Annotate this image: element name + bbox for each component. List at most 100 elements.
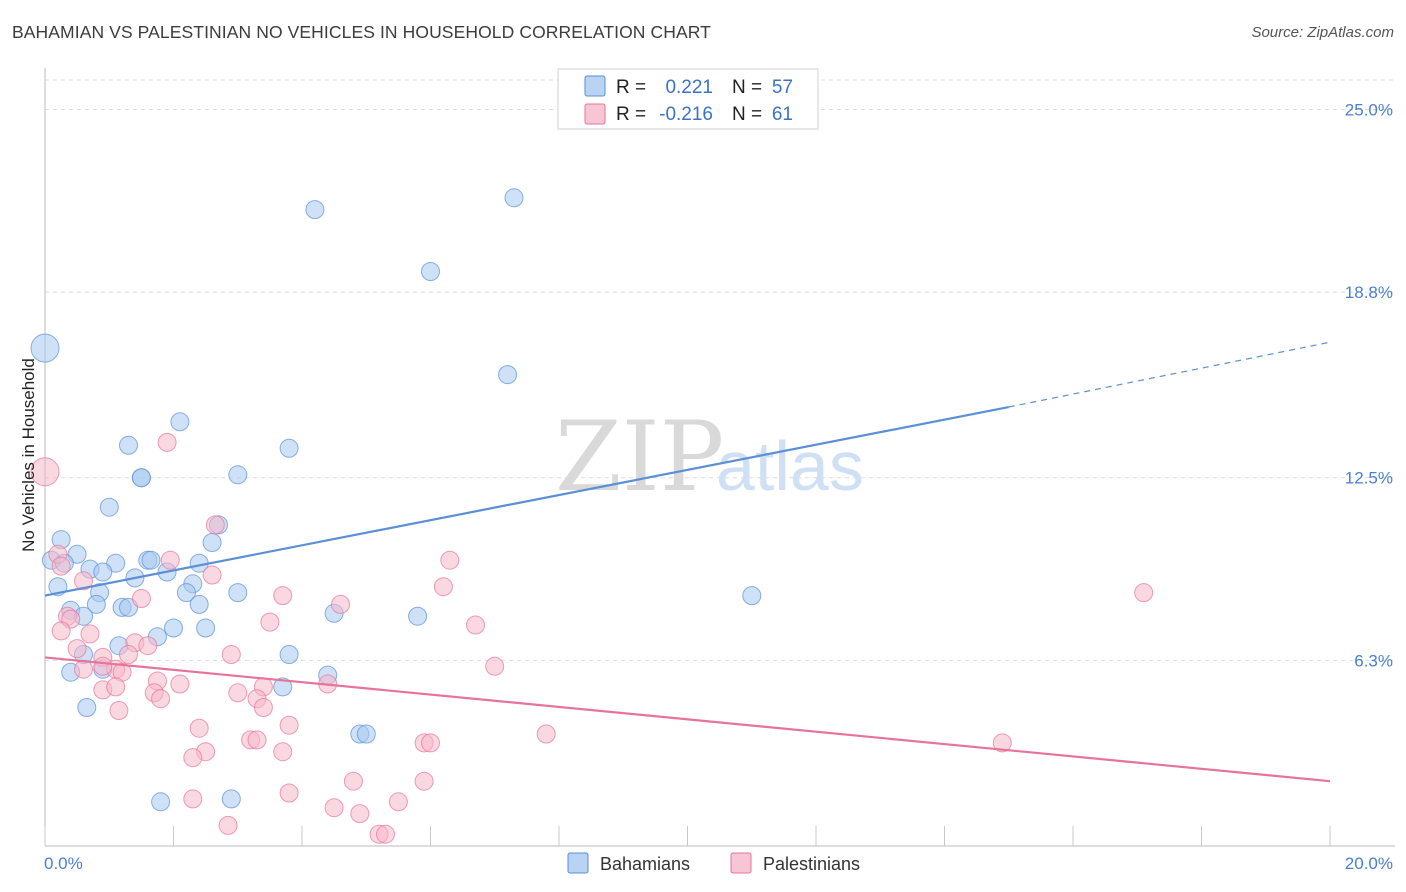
palestinians-trend-line <box>44 656 1331 783</box>
bahamians-point <box>504 188 524 208</box>
palestinians-point <box>279 715 299 735</box>
palestinians-point <box>138 636 158 656</box>
bahamians-point <box>141 550 161 570</box>
legend-r-label: R = <box>616 77 646 98</box>
palestinians-point <box>992 733 1012 753</box>
bahamians-point <box>189 594 209 614</box>
palestinians-point <box>183 748 203 768</box>
bahamians-point <box>164 618 183 638</box>
y-tick-label: 25.0% <box>1345 100 1393 119</box>
palestinians-point <box>109 701 129 720</box>
palestinians-point <box>67 639 87 659</box>
bottom-legend-label-palestinians: Palestinians <box>763 854 860 874</box>
palestinians-point <box>466 615 485 635</box>
bottom-legend-label-bahamians: Bahamians <box>600 854 690 874</box>
palestinians-point <box>485 656 505 676</box>
bahamians-point <box>228 583 248 603</box>
palestinians-point <box>324 798 344 818</box>
palestinians-point <box>260 612 280 632</box>
bahamians-point <box>305 200 325 220</box>
palestinians-point <box>273 586 293 606</box>
bahamians-point <box>498 365 518 385</box>
y-tick-label: 12.5% <box>1345 469 1393 488</box>
bahamians-point <box>202 533 222 552</box>
palestinians-point <box>414 771 434 791</box>
palestinians-point <box>157 432 177 452</box>
bahamians-point <box>279 438 299 458</box>
bahamians-point <box>279 645 299 664</box>
palestinians-point <box>221 645 241 664</box>
palestinians-point <box>151 689 171 709</box>
trend-lines <box>44 341 1331 783</box>
bahamians-point <box>221 789 241 809</box>
y-tick-labels: 6.3% 12.5% 18.8% 25.0% <box>1345 100 1393 670</box>
palestinians-point <box>106 677 126 697</box>
bahamians-point <box>356 724 376 744</box>
chart-title: BAHAMIAN VS PALESTINIAN NO VEHICLES IN H… <box>12 22 711 42</box>
bahamians-point <box>119 435 138 455</box>
palestinians-point <box>160 550 180 570</box>
palestinians-point <box>421 733 440 753</box>
bahamians-point <box>408 606 428 626</box>
palestinians-point <box>440 550 460 570</box>
palestinians-point <box>30 457 60 487</box>
y-axis-title: No Vehicles in Household <box>19 358 38 552</box>
legend-n-label: N = <box>732 104 762 125</box>
palestinians-point <box>93 656 113 676</box>
palestinians-point <box>119 645 138 664</box>
bahamians-point <box>86 594 106 614</box>
x-tick-label: 0.0% <box>44 854 83 873</box>
palestinians-point <box>331 594 350 614</box>
bahamians-point <box>77 698 97 717</box>
palestinians-point <box>1134 583 1154 603</box>
legend-swatch-bahamians <box>584 75 606 97</box>
palestinians-point <box>343 771 363 791</box>
y-tick-label: 6.3% <box>1354 651 1393 670</box>
x-tick-labels: 0.0% 20.0% <box>44 854 1393 873</box>
palestinians-point <box>183 789 203 809</box>
bahamians-point <box>30 333 60 363</box>
palestinians-point <box>74 659 93 679</box>
palestinians-point <box>202 565 222 585</box>
x-tick-label: 20.0% <box>1345 854 1393 873</box>
palestinians-point <box>273 742 293 762</box>
legend-r-label: R = <box>616 104 646 125</box>
palestinians-point <box>247 730 267 750</box>
bahamians-point <box>131 468 151 488</box>
bahamians-point <box>228 465 248 485</box>
bahamians-trend-line <box>44 405 1009 597</box>
bottom-legend-swatch-bahamians <box>567 852 589 874</box>
palestinians-point <box>536 724 556 744</box>
bottom-legend-swatch-palestinians <box>730 852 752 874</box>
legend-n-label: N = <box>732 77 762 98</box>
bahamians-point <box>196 618 216 638</box>
palestinians-point <box>80 624 100 644</box>
palestinians-point <box>279 783 299 803</box>
palestinians-point <box>228 683 248 703</box>
palestinians-point <box>189 718 209 738</box>
bahamians-point <box>99 497 119 517</box>
watermark: ZIP atlas <box>555 401 864 513</box>
top-legend: R = 0.221 N = 57 R = -0.216 N = 61 <box>557 68 819 130</box>
palestinians-point <box>253 698 273 717</box>
bahamians-point <box>273 677 293 697</box>
bahamians-trend-line-extension <box>1008 341 1331 408</box>
data-points <box>30 188 1154 844</box>
palestinians-point <box>433 577 453 597</box>
axes <box>44 68 1395 847</box>
watermark-zip: ZIP <box>555 401 724 513</box>
legend-r-value-palestinians: -0.216 <box>659 104 713 125</box>
palestinians-point <box>170 674 190 694</box>
palestinians-point <box>131 589 151 608</box>
legend-n-value-bahamians: 57 <box>772 77 793 98</box>
bahamians-point <box>742 586 762 606</box>
palestinians-point <box>218 815 238 835</box>
palestinians-point <box>205 515 225 535</box>
y-tick-label: 18.8% <box>1345 283 1393 302</box>
palestinians-point <box>51 621 71 641</box>
legend-swatch-palestinians <box>584 103 606 125</box>
legend-n-value-palestinians: 61 <box>772 104 793 125</box>
palestinians-point <box>51 556 71 576</box>
palestinians-point <box>388 792 408 812</box>
